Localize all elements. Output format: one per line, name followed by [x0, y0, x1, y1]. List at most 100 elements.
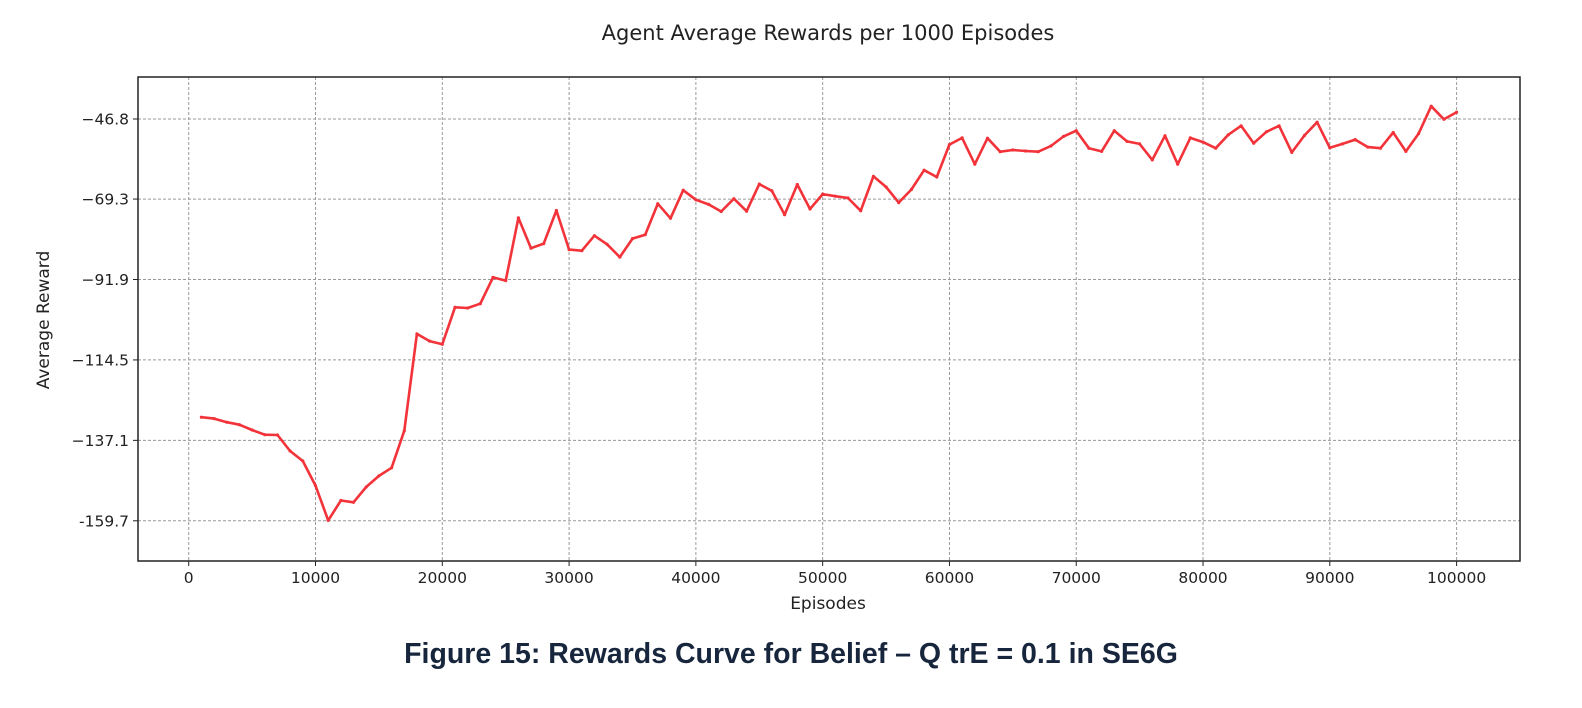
data-point [351, 500, 356, 504]
data-point [1252, 141, 1256, 145]
data-point [1455, 110, 1459, 114]
data-point [1302, 133, 1307, 137]
data-point [871, 174, 876, 178]
data-point [1176, 162, 1180, 166]
data-point [935, 175, 939, 179]
data-point [1074, 129, 1078, 133]
x-tick-label: 100000 [1427, 569, 1486, 587]
x-tick-label: 70000 [1052, 569, 1101, 587]
data-point [529, 246, 533, 250]
data-point [859, 209, 863, 213]
y-tick-label: −69.3 [82, 191, 130, 209]
data-point [745, 209, 749, 213]
data-point [732, 197, 736, 201]
data-point [466, 306, 470, 310]
data-point [415, 332, 419, 336]
x-tick-label: 90000 [1305, 569, 1354, 587]
data-point [884, 185, 888, 189]
data-point [770, 189, 774, 193]
data-point [301, 459, 305, 463]
data-point [1340, 142, 1345, 146]
data-point [199, 415, 203, 419]
data-point [212, 417, 216, 421]
data-point [428, 339, 432, 343]
data-point [1087, 146, 1091, 150]
data-point [1163, 134, 1167, 138]
data-point [985, 136, 990, 140]
data-point [1378, 146, 1383, 150]
y-tick-label: −46.8 [82, 110, 130, 128]
data-point [656, 202, 660, 206]
data-point [326, 518, 330, 523]
data-point [960, 136, 964, 140]
data-point [1290, 150, 1294, 154]
data-point [478, 302, 482, 306]
data-point [440, 342, 444, 346]
data-point [1239, 124, 1243, 128]
x-tick-label: 20000 [418, 569, 467, 587]
data-point [998, 150, 1002, 154]
data-point [1429, 104, 1433, 108]
figure-caption: Figure 15: Rewards Curve for Belief – Q … [404, 638, 1178, 670]
data-point [504, 279, 508, 283]
data-point [808, 207, 812, 211]
data-point [275, 433, 280, 437]
y-tick-label: −91.9 [82, 271, 130, 289]
data-point [643, 233, 647, 237]
data-point [1036, 150, 1040, 154]
data-point [973, 162, 977, 166]
data-point [1138, 142, 1142, 146]
data-point [1125, 139, 1129, 143]
series-lines [199, 104, 1459, 523]
data-point [313, 484, 318, 488]
data-point [1315, 120, 1319, 124]
data-point [783, 213, 787, 217]
y-tick-label: −137.1 [72, 432, 129, 450]
data-point [250, 428, 254, 432]
data-point [909, 187, 914, 192]
data-point [668, 216, 673, 220]
data-point [719, 209, 723, 214]
data-point [1150, 158, 1154, 162]
chart-title: Agent Average Rewards per 1000 Episodes [602, 21, 1055, 45]
data-point [821, 192, 825, 196]
data-point [339, 498, 343, 503]
data-point [630, 237, 635, 241]
data-point [846, 196, 850, 200]
data-point [580, 249, 584, 253]
y-axis-label: Average Reward [34, 251, 54, 390]
x-tick-label: 80000 [1178, 569, 1227, 587]
data-point [1011, 148, 1015, 152]
data-point [364, 485, 368, 489]
x-tick-label: 60000 [925, 569, 974, 587]
data-point [897, 201, 901, 205]
data-point [1277, 124, 1281, 128]
data-point [542, 242, 546, 246]
data-point [833, 194, 837, 198]
data-point [1214, 146, 1218, 150]
data-point [1391, 130, 1395, 135]
data-point [757, 182, 761, 186]
x-tick-label: 0 [184, 569, 194, 587]
plot-frame [137, 76, 1521, 562]
data-point [377, 474, 381, 478]
x-tick-label: 40000 [671, 569, 720, 587]
axis-ticks: 0 10000 20000 30000 40000 50000 60000 70000 8000… [72, 110, 1487, 587]
y-tick-label: −114.5 [72, 351, 129, 369]
data-point [288, 449, 292, 453]
data-point [1442, 117, 1446, 121]
data-point [402, 429, 406, 433]
data-point [1264, 130, 1268, 134]
data-point [453, 305, 457, 309]
data-point [554, 208, 559, 213]
data-point [618, 255, 622, 259]
data-point [1062, 134, 1066, 138]
data-point [390, 466, 394, 470]
data-point [1049, 144, 1053, 148]
x-tick-label: 50000 [798, 569, 847, 587]
data-point [1100, 149, 1104, 153]
series-line [200, 104, 1458, 522]
x-axis-label: Episodes [790, 594, 866, 614]
y-tick-label: -159.7 [79, 512, 129, 530]
data-point [1328, 146, 1332, 150]
